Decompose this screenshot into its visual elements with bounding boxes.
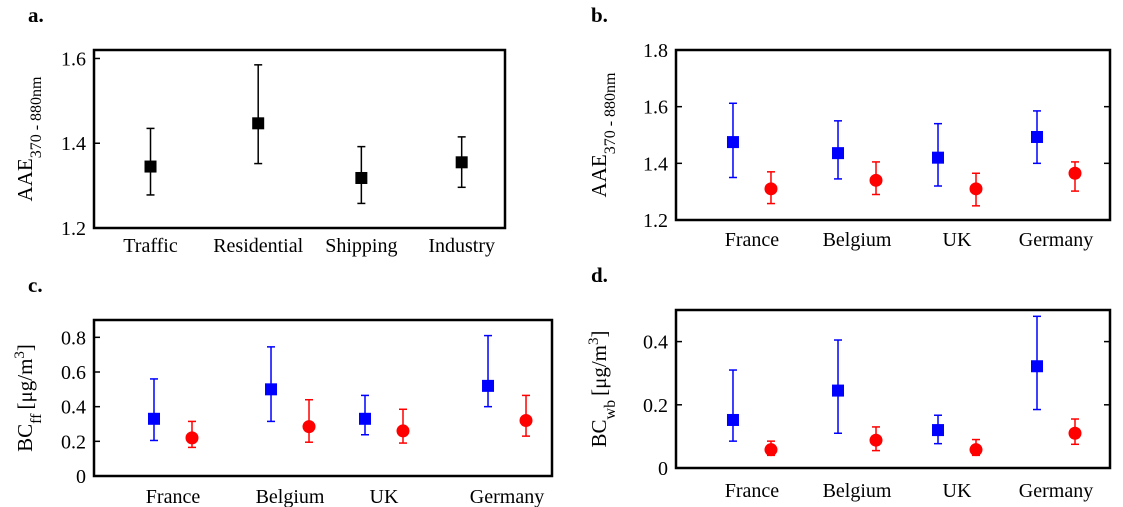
y-axis-title: AAE370 - 880nm: [13, 76, 45, 202]
data-point-circle: [969, 443, 983, 457]
x-tick-label: France: [725, 229, 780, 251]
data-point-circle: [519, 414, 533, 428]
axes-frame: [92, 318, 554, 478]
x-tick-label: UK: [943, 480, 972, 502]
panel-a: a. AAE370 - 880nm 1.2 1.4 1.6 Traffic Resident…: [13, 3, 507, 257]
y-axis-title: BCwb [μg/m3]: [586, 331, 619, 448]
y-axis-title-superscript: 3: [12, 351, 28, 359]
data-point-square: [147, 412, 160, 425]
y-tick-label: 1.6: [643, 97, 668, 119]
data-point-square: [726, 136, 739, 149]
panel-label: c.: [28, 273, 43, 297]
y-axis-title-end: ]: [587, 331, 611, 338]
y-tick-label: 1.6: [61, 48, 86, 70]
panel-b: b. AAE370 - 880nm 1.2 1.4 1.6 1.8 France Belgiu…: [587, 3, 1112, 251]
y-tick-label: 0.8: [61, 327, 86, 349]
data-point-circle: [869, 173, 883, 187]
panel-c: c. BCff [μg/m3] 0 0.2 0.4 0.6 0.8 France Belgium U…: [12, 273, 554, 507]
y-axis-title-main: BC: [587, 419, 611, 447]
data-point-square: [832, 384, 845, 397]
y-tick-label: 1.2: [643, 210, 668, 232]
panel-label: a.: [28, 3, 44, 27]
y-axis-title-superscript: 3: [586, 338, 602, 346]
data-point-square: [355, 171, 368, 184]
y-axis-title-subscript: 370 - 880nm: [602, 72, 619, 154]
data-point-square: [1031, 130, 1044, 143]
y-tick-label: 0: [658, 458, 668, 480]
y-axis-title-main: AAE: [587, 154, 611, 197]
data-point-square: [358, 412, 371, 425]
x-tick-label: Residential: [213, 235, 303, 257]
data-point-circle: [1068, 166, 1082, 180]
y-axis-title-end: ]: [13, 344, 37, 351]
data-point-square: [932, 151, 945, 164]
axes-frame: [674, 308, 1112, 470]
data-point-circle: [869, 433, 883, 447]
y-axis-title-main: AAE: [13, 158, 37, 201]
y-tick-label: 1.8: [643, 40, 668, 62]
data-point-square: [1031, 360, 1044, 373]
data-point-square: [265, 383, 278, 396]
x-tick-label: Traffic: [123, 235, 178, 257]
data-point-square: [932, 424, 945, 437]
data-point-square: [482, 379, 495, 392]
data-point-square: [144, 160, 157, 173]
panel-label: b.: [591, 3, 608, 27]
axes-frame: [674, 48, 1112, 222]
data-point-circle: [185, 431, 199, 445]
data-point-square: [832, 147, 845, 160]
y-axis-title-main: BC: [13, 424, 37, 452]
axes-frame: [92, 48, 507, 230]
y-tick-label: 1.2: [61, 218, 86, 240]
x-tick-label: Industry: [428, 235, 495, 257]
data-point-square: [455, 156, 468, 169]
data-point-circle: [396, 424, 410, 438]
panel-label: d.: [591, 263, 608, 287]
y-tick-label: 1.4: [61, 133, 86, 155]
x-tick-label: Belgium: [256, 486, 325, 507]
x-tick-label: Germany: [1019, 229, 1093, 251]
x-tick-label: UK: [370, 486, 399, 507]
y-axis-title: AAE370 - 880nm: [587, 72, 619, 198]
y-tick-label: 0.6: [61, 362, 86, 384]
y-axis-title-unit: [μg/m: [587, 345, 611, 396]
y-axis-title-subscript: wb: [602, 400, 619, 420]
y-tick-label: 1.4: [643, 153, 668, 175]
x-tick-label: France: [725, 480, 780, 502]
x-tick-label: Germany: [470, 486, 544, 507]
data-point-square: [252, 117, 265, 130]
data-point-circle: [302, 420, 316, 434]
y-axis-title-subscript: 370 - 880nm: [28, 76, 45, 158]
data-point-circle: [764, 182, 778, 196]
x-tick-label: Shipping: [325, 235, 397, 257]
x-tick-label: Belgium: [823, 229, 892, 251]
x-tick-label: UK: [943, 229, 972, 251]
panel-d: d. BCwb [μg/m3] 0 0.2 0.4 France Belgium UK Germa…: [586, 263, 1112, 502]
y-tick-label: 0: [76, 466, 86, 488]
data-point-circle: [764, 443, 778, 457]
y-tick-label: 0.2: [643, 395, 668, 417]
y-axis-title-subscript: ff: [28, 413, 45, 424]
y-tick-label: 0.4: [643, 332, 668, 354]
y-axis-title-unit: [μg/m: [13, 359, 37, 410]
y-axis-title: BCff [μg/m3]: [12, 344, 45, 452]
data-point-square: [726, 413, 739, 426]
x-tick-label: Germany: [1019, 480, 1093, 502]
y-tick-label: 0.2: [61, 431, 86, 453]
x-tick-label: Belgium: [823, 480, 892, 502]
data-point-circle: [969, 182, 983, 196]
y-tick-label: 0.4: [61, 397, 86, 419]
data-point-circle: [1068, 426, 1082, 440]
x-tick-label: France: [146, 486, 201, 507]
